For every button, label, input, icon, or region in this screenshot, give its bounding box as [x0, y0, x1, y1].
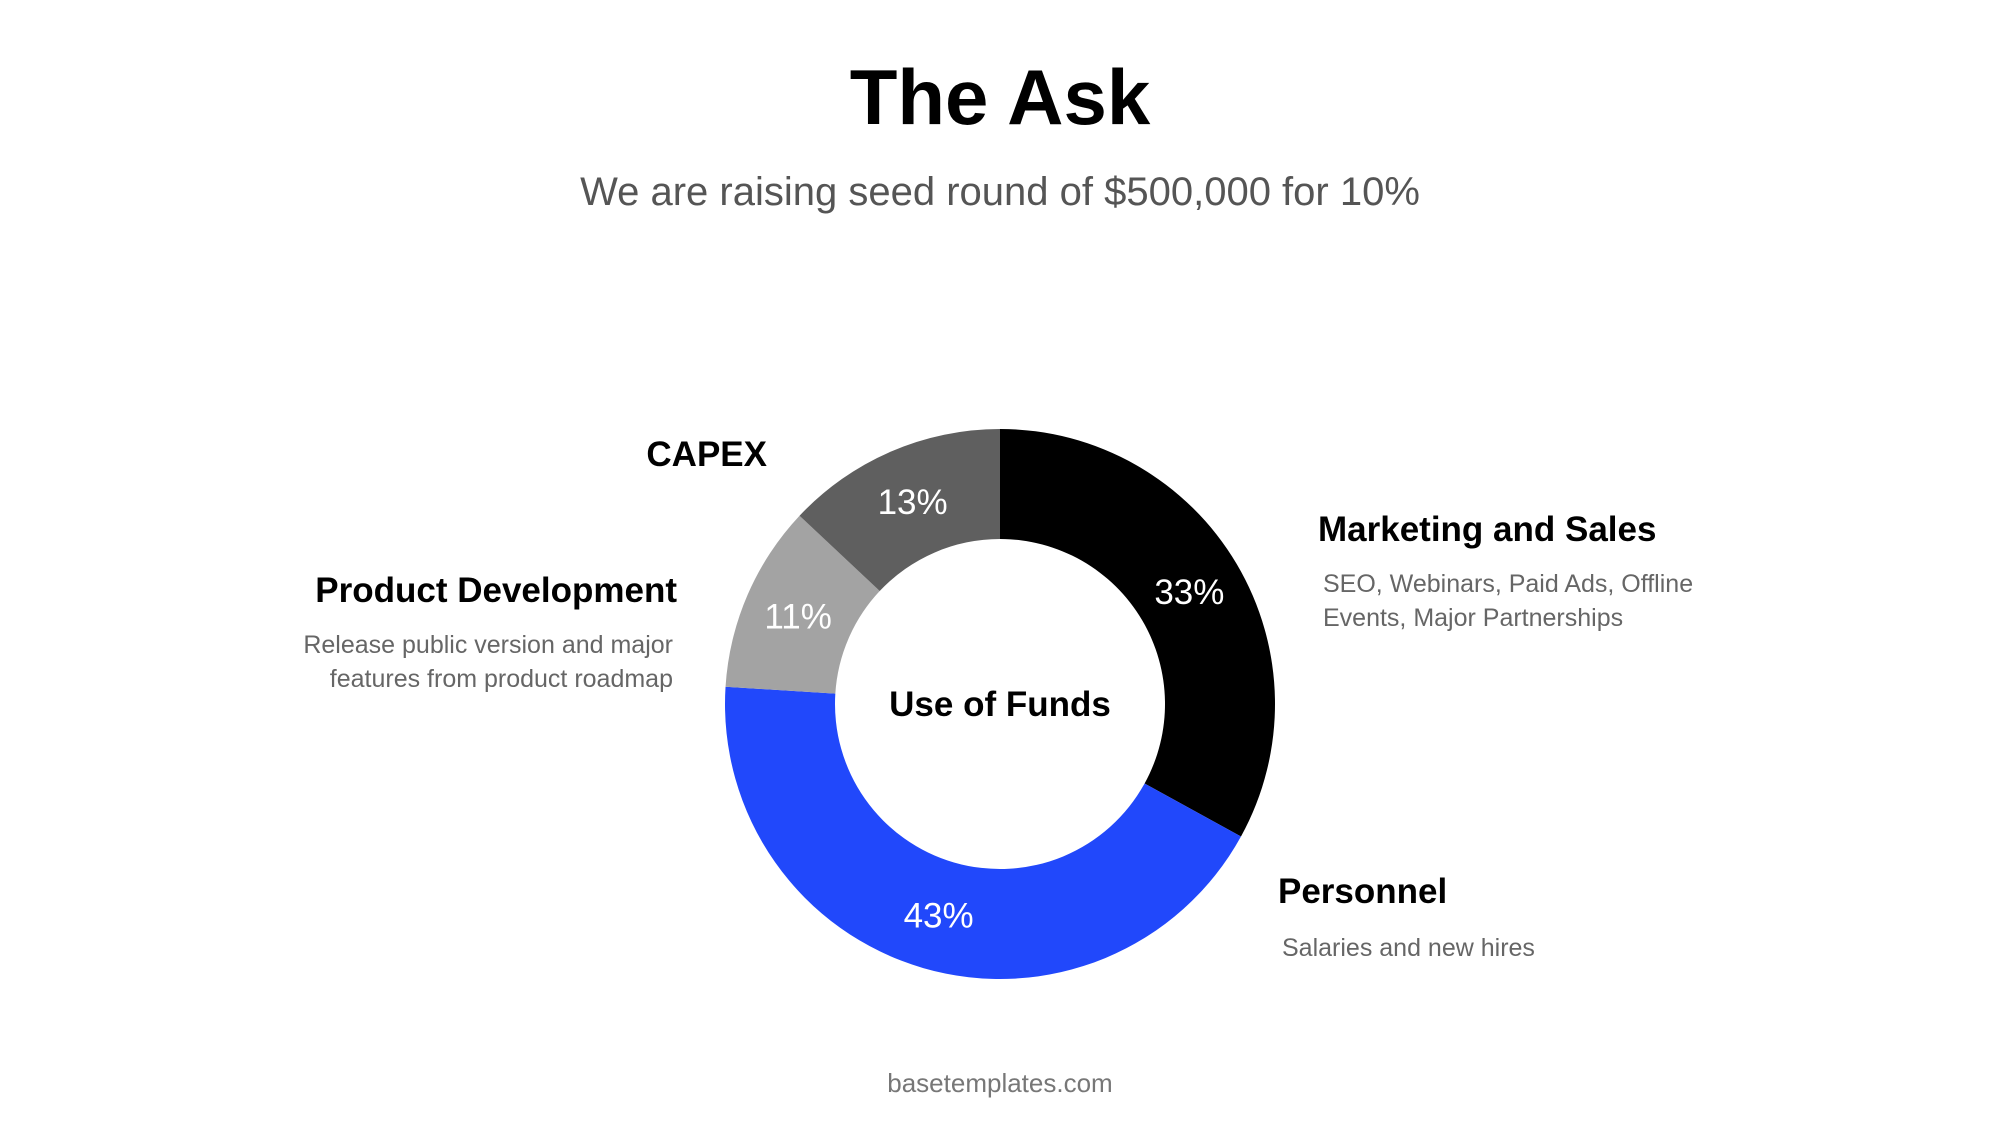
page-subtitle: We are raising seed round of $500,000 fo… [580, 170, 1420, 214]
center-label: Use of Funds [889, 685, 1111, 724]
slice-product-development [725, 515, 880, 694]
slice-capex [799, 429, 1000, 592]
desc-personnel: Salaries and new hires [1282, 934, 1535, 962]
slice-marketing-and-sales [1000, 429, 1275, 837]
label-personnel: Personnel [1278, 872, 1448, 911]
value-label: 43% [904, 896, 974, 935]
value-label: 11% [764, 598, 831, 637]
label-product-development: Product Development [315, 571, 677, 610]
desc-marketing-and-sales: SEO, Webinars, Paid Ads, Offline Events,… [1323, 570, 1694, 632]
value-label: 13% [878, 483, 948, 522]
value-label: 33% [1154, 573, 1224, 612]
label-capex: CAPEX [646, 435, 767, 474]
label-marketing-and-sales: Marketing and Sales [1318, 510, 1657, 549]
slice-personnel [725, 686, 1241, 980]
desc-product-development: Release public version and major feature… [303, 631, 673, 693]
page-title: The Ask [849, 53, 1151, 141]
footer-link[interactable]: basetemplates.com [887, 1068, 1113, 1098]
